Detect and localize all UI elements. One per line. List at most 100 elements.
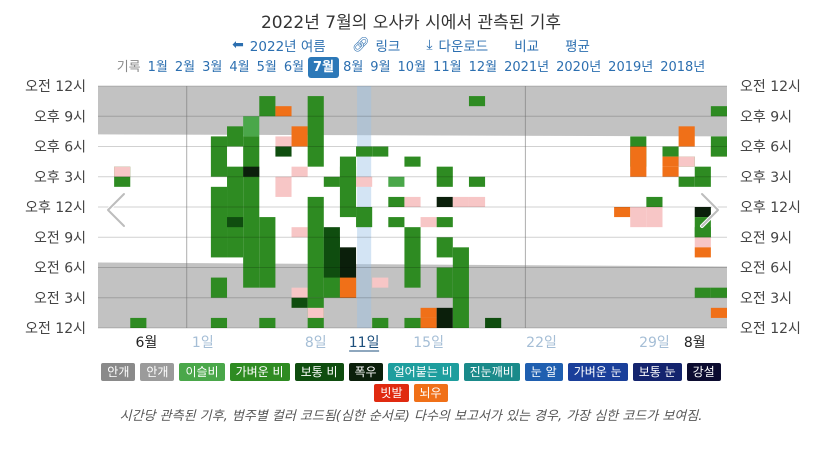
weather-cell xyxy=(662,156,679,167)
month-tab[interactable]: 8월 xyxy=(343,60,364,75)
weather-cell xyxy=(291,126,308,147)
month-tab-active[interactable]: 7월 xyxy=(308,57,340,78)
weather-cell xyxy=(694,237,711,248)
average-link[interactable]: 평균 xyxy=(565,35,590,55)
year-tab[interactable]: 2019년 xyxy=(608,60,654,75)
back-link[interactable]: ⬅ 2022년 여름 xyxy=(232,35,326,55)
weather-cell xyxy=(420,317,437,328)
weather-cell xyxy=(243,136,260,288)
weather-cell xyxy=(372,317,389,328)
legend-item: 보통 비 xyxy=(294,363,344,381)
weather-cell xyxy=(307,307,324,318)
share-link-label: 링크 xyxy=(375,39,401,55)
weather-cell xyxy=(662,146,679,157)
x-tick-label: 6월 xyxy=(135,335,157,351)
weather-cell xyxy=(356,146,373,157)
weather-cell xyxy=(291,227,308,238)
weather-cell xyxy=(227,166,244,258)
weather-cell xyxy=(662,166,679,177)
weather-cell xyxy=(420,307,437,318)
month-tab[interactable]: 9월 xyxy=(370,60,391,75)
month-tab[interactable]: 1월 xyxy=(147,60,168,75)
weather-cell xyxy=(210,136,228,177)
legend-item: 이슬비 xyxy=(179,363,225,381)
y-tick-label-left: 오후 9시 xyxy=(34,109,86,125)
weather-cell xyxy=(452,247,469,328)
weather-cell xyxy=(614,207,631,218)
share-link[interactable]: 🔗︎ 링크 xyxy=(352,35,401,55)
legend-item: 얼어붙는 비 xyxy=(387,363,459,381)
weather-cell xyxy=(468,196,486,207)
month-tab[interactable]: 12월 xyxy=(468,60,498,75)
weather-cell xyxy=(259,317,276,328)
weather-cell xyxy=(468,176,486,187)
weather-cell xyxy=(404,196,421,207)
weather-cell xyxy=(678,156,695,167)
weather-cell xyxy=(259,217,276,288)
weather-cell xyxy=(130,317,147,328)
weather-cell xyxy=(420,217,437,228)
toolbar: ⬅ 2022년 여름 🔗︎ 링크 ⤓ 다운로드 비교 평균 xyxy=(0,35,822,55)
weather-cell xyxy=(114,166,131,177)
year-tab[interactable]: 2018년 xyxy=(660,60,706,75)
weather-cell xyxy=(452,196,469,207)
weather-cell xyxy=(630,207,647,228)
weather-cell xyxy=(694,287,711,298)
month-tab[interactable]: 11월 xyxy=(433,60,462,75)
y-tick-label-right: 오후 9시 xyxy=(740,109,792,125)
weather-cell xyxy=(243,166,260,177)
weather-cell xyxy=(388,176,405,187)
weather-cell xyxy=(291,297,308,308)
month-tab[interactable]: 4월 xyxy=(229,60,250,75)
legend-item: 가벼운 비 xyxy=(229,363,290,381)
weather-cell xyxy=(404,156,421,167)
weather-cell xyxy=(307,96,324,167)
weather-cell xyxy=(259,96,276,117)
weather-cell xyxy=(436,307,453,328)
legend-item: 강설 xyxy=(686,363,721,381)
legend-item: 보통 눈 xyxy=(632,363,682,381)
month-tab[interactable]: 5월 xyxy=(256,60,277,75)
year-tab[interactable]: 2021년 xyxy=(504,60,550,75)
weather-cell xyxy=(436,237,453,258)
weather-cell xyxy=(630,146,647,177)
y-tick-label-left: 오전 3시 xyxy=(34,291,86,307)
average-link-label: 평균 xyxy=(565,39,590,55)
month-tab[interactable]: 6월 xyxy=(283,60,305,75)
weather-cell xyxy=(404,227,421,288)
download-link[interactable]: ⤓ 다운로드 xyxy=(426,35,488,55)
legend-item: 빗발 xyxy=(374,384,409,402)
chevron-right-icon[interactable] xyxy=(701,193,719,227)
y-tick-label-right: 오후 3시 xyxy=(740,170,792,186)
x-tick-label: 15일 xyxy=(413,335,444,351)
month-tab[interactable]: 3월 xyxy=(202,60,223,75)
month-tab[interactable]: 2월 xyxy=(174,60,196,75)
month-tab[interactable]: 10월 xyxy=(397,60,427,75)
page-title: 2022년 7월의 오사카 시에서 관측된 기후 xyxy=(260,13,562,33)
x-tick-label: 29일 xyxy=(639,335,670,351)
x-tick-label: 1일 xyxy=(192,335,214,351)
compare-link[interactable]: 비교 xyxy=(514,35,539,55)
year-tab[interactable]: 2020년 xyxy=(556,60,602,75)
weather-cell xyxy=(275,136,292,147)
weather-cell xyxy=(710,307,727,318)
y-tick-label-right: 오전 12시 xyxy=(740,79,801,95)
night-shade-evening xyxy=(98,86,727,137)
chevron-left-icon[interactable] xyxy=(107,193,125,227)
y-tick-label-left: 오후 3시 xyxy=(34,170,86,186)
weather-cell xyxy=(485,317,502,328)
records-label: 기록 xyxy=(116,60,141,75)
legend-item: 눈 알 xyxy=(524,363,563,381)
x-tick-label: 8일 xyxy=(305,335,327,351)
weather-cell xyxy=(243,116,260,137)
weather-cell xyxy=(694,227,711,238)
weather-cell xyxy=(694,207,711,218)
weather-cell xyxy=(710,287,727,298)
chart-caption: 시간당 관측된 기후, 범주별 컬러 코드됨(심한 순서로) 다수의 보고서가 … xyxy=(119,409,703,424)
y-tick-label-right: 오전 3시 xyxy=(740,291,792,307)
weather-cell xyxy=(227,217,244,228)
weather-cell xyxy=(275,106,292,117)
weather-cell xyxy=(210,277,228,298)
y-tick-label-left: 오전 9시 xyxy=(34,230,86,246)
